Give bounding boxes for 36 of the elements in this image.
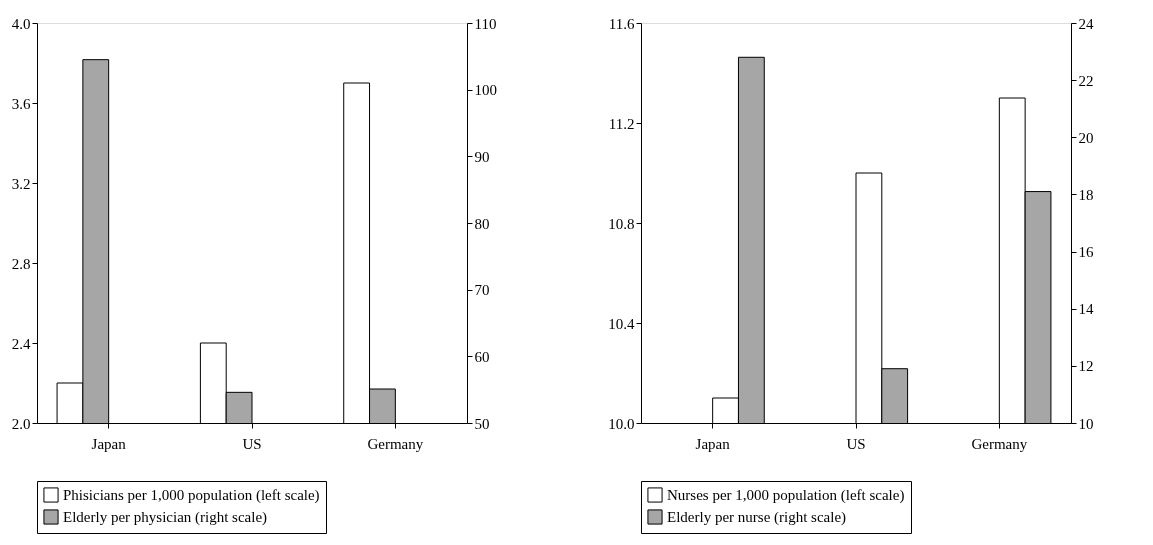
x-tick-label: Japan	[695, 435, 731, 452]
legend-label: Elderly per physician (right scale)	[63, 509, 268, 526]
y-tick-label: 11.2	[608, 115, 635, 132]
y-tick-label: 4.0	[11, 15, 31, 32]
y-tick-label: 2.4	[11, 335, 31, 352]
y2-tick-label: 90	[474, 148, 490, 165]
y2-tick-label: 22	[1078, 72, 1094, 89]
y2-tick-label: 14	[1078, 301, 1094, 318]
y-tick-label: 11.6	[608, 15, 635, 32]
x-tick-label: US	[242, 435, 262, 452]
y2-tick-label: 50	[474, 415, 490, 432]
y-tick-label: 10.0	[608, 415, 635, 432]
x-tick-label: US	[846, 435, 866, 452]
y2-tick-label: 70	[474, 282, 490, 299]
y2-tick-label: 60	[474, 348, 490, 365]
x-tick-label: Japan	[91, 435, 127, 452]
y2-tick-label: 12	[1078, 358, 1094, 375]
x-tick-label: Germany	[971, 435, 1028, 452]
y2-tick-label: 20	[1078, 129, 1094, 146]
y-tick-label: 10.4	[608, 315, 635, 332]
y-tick-label: 10.8	[608, 215, 635, 232]
y-tick-label: 3.6	[11, 95, 31, 112]
y2-tick-label: 100	[474, 82, 497, 99]
legend-label: Phisicians per 1,000 population (left scale)	[63, 487, 320, 504]
y2-tick-label: 24	[1078, 15, 1094, 32]
y2-tick-label: 18	[1078, 186, 1094, 203]
y2-tick-label: 110	[474, 15, 497, 32]
y2-tick-label: 80	[474, 215, 490, 232]
y-tick-label: 3.2	[11, 175, 31, 192]
y-tick-label: 2.8	[11, 255, 31, 272]
y-tick-label: 2.0	[11, 415, 31, 432]
y2-tick-label: 16	[1078, 244, 1094, 261]
y2-tick-label: 10	[1078, 415, 1094, 432]
x-tick-label: Germany	[367, 435, 424, 452]
legend-label: Nurses per 1,000 population (left scale)	[667, 487, 905, 504]
legend-label: Elderly per nurse (right scale)	[667, 509, 847, 526]
